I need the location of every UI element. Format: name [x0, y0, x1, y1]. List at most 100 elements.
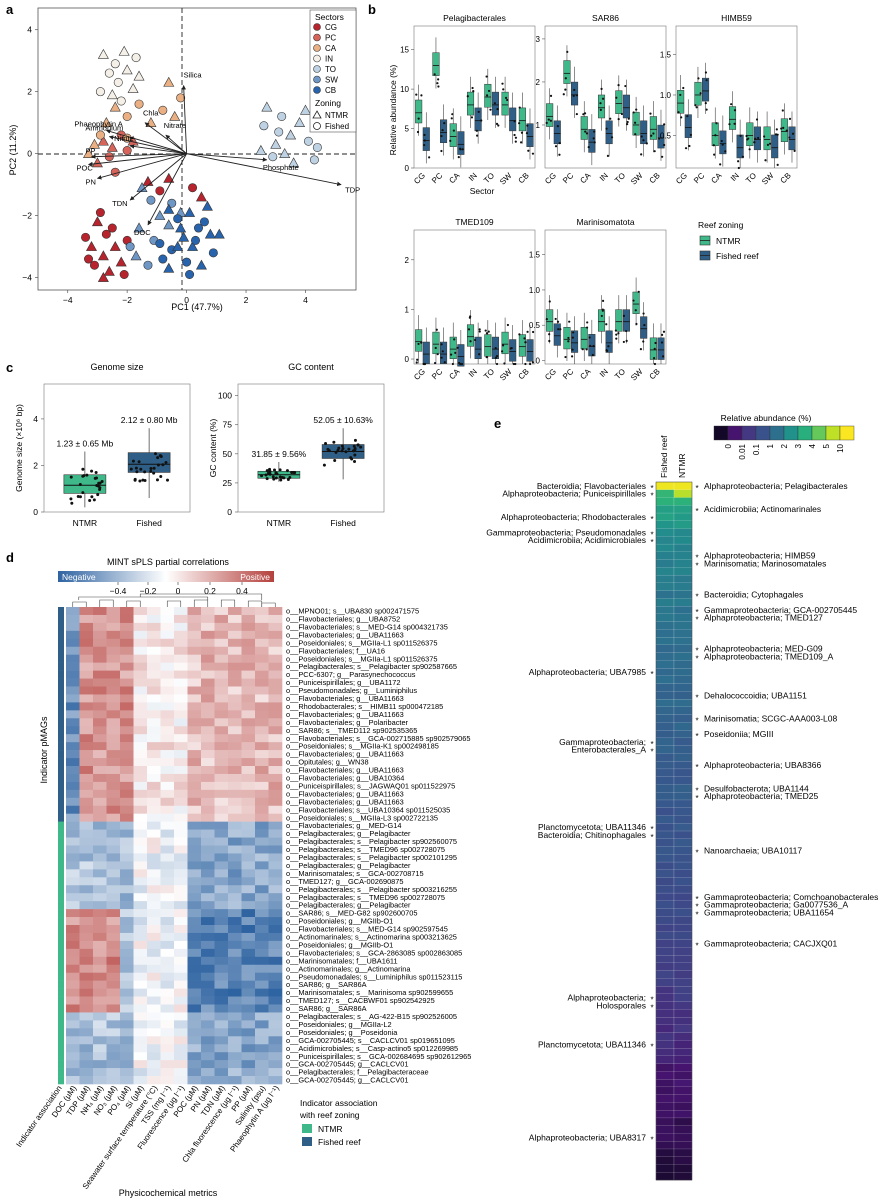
heatmap-cell [673, 838, 693, 847]
row-label: o__MPNO01; s__UBA830 sp002471575 [286, 607, 419, 616]
box-ntmr [449, 123, 457, 147]
xtick-label: CA [709, 171, 724, 186]
heatmap-cell [673, 1032, 693, 1041]
heatmap-cell [79, 781, 94, 791]
heatmap-cell [174, 996, 188, 1005]
heatmap-cell [228, 813, 242, 822]
heatmap-cell [120, 1020, 134, 1029]
data-point [585, 326, 589, 329]
data-point [159, 474, 163, 478]
data-point [593, 141, 596, 144]
heatmap-cell [268, 996, 283, 1005]
star-mark: * [650, 492, 653, 501]
taxon-label-right: Alphaproteobacteria; HIMB59 [704, 551, 816, 561]
heatmap-cell [79, 750, 94, 759]
heatmap-cell [147, 940, 161, 950]
row-label: o__Flavobacteriales; s__MED-G14 sp902597… [286, 925, 448, 934]
data-point [356, 443, 360, 447]
subplot-frame [413, 229, 536, 365]
box-ntmr [415, 329, 423, 352]
star-mark: * [695, 786, 698, 795]
ytick-label: 0.5 [660, 132, 672, 141]
ytick-label: 0 [227, 507, 232, 517]
heatmap-cell [187, 670, 202, 679]
heatmap-cell [160, 877, 175, 886]
heatmap-cell [201, 718, 215, 727]
heatmap-cell [201, 821, 215, 830]
heatmap-cell [120, 718, 134, 727]
data-point [359, 445, 363, 449]
point-to [303, 136, 313, 146]
heatmap-cell [174, 917, 188, 926]
xtick-label: 0 [184, 295, 189, 305]
heatmap-cell [214, 1020, 229, 1029]
data-point [753, 141, 756, 144]
heatmap-cell [241, 742, 256, 751]
subplot-title: Genome size [90, 362, 143, 372]
data-point [606, 349, 609, 352]
data-point [454, 351, 457, 354]
heatmap-cell [147, 734, 161, 743]
panel-e-labels: Bacteroidia; Flavobacteriales *Alphaprote… [486, 481, 878, 1144]
heatmap-cell [187, 940, 202, 950]
heatmap-cell [187, 853, 202, 862]
heatmap-cell [241, 726, 256, 735]
point-in [116, 96, 126, 106]
heatmap-cell [673, 598, 693, 607]
heatmap-cell [147, 646, 161, 655]
data-point [712, 144, 715, 147]
heatmap-cell [655, 854, 675, 863]
indicator-cell [58, 932, 64, 942]
data-point [704, 102, 707, 105]
heatmap-cell [255, 885, 269, 894]
data-point [475, 129, 478, 132]
row-label: o__Pelagibacterales; s__TMED96 sp0027280… [286, 845, 445, 854]
star-mark: * [695, 895, 698, 904]
data-point [694, 104, 697, 107]
heatmap-cell [241, 646, 256, 655]
box-ntmr [563, 60, 571, 84]
data-point [713, 153, 716, 156]
heatmap-cell [214, 622, 229, 632]
data-point [788, 117, 792, 120]
heatmap-cell [133, 805, 148, 814]
heatmap-cell [255, 853, 269, 862]
heatmap-cell [228, 1028, 242, 1037]
heatmap-cell [214, 670, 229, 679]
panel-d-legend-ntmr-swatch [302, 1124, 312, 1133]
heatmap-cell [160, 1076, 175, 1085]
heatmap-cell [673, 776, 693, 785]
heatmap-cell [214, 686, 229, 695]
box-fished [127, 452, 171, 473]
point-cb [191, 235, 201, 245]
data-point [332, 440, 336, 444]
point-cg [91, 216, 103, 227]
heatmap-cell [241, 861, 256, 870]
data-point [695, 106, 698, 109]
data-point [416, 358, 419, 361]
legend-sector-marker [313, 86, 321, 94]
taxon-label-right: Alphaproteobacteria; MED-G09 [704, 644, 823, 654]
heatmap-cell [201, 694, 215, 703]
heatmap-cell [673, 1094, 693, 1103]
heatmap-cell [214, 885, 229, 894]
row-label: o__Pelagibacterales; g__Pelagibacter [286, 901, 411, 910]
heatmap-cell [106, 877, 121, 886]
heatmap-cell [655, 761, 675, 770]
data-point [774, 133, 778, 136]
data-point [699, 92, 702, 95]
heatmap-cell [187, 1028, 202, 1037]
heatmap-cell [79, 925, 94, 934]
heatmap-cell [255, 1044, 269, 1053]
scale-tick-label: 0.1 [752, 443, 761, 455]
heatmap-cell [268, 853, 283, 862]
heatmap-cell [147, 622, 161, 632]
heatmap-cell [673, 807, 693, 816]
heatmap-cell [201, 726, 215, 735]
heatmap-cell [106, 734, 121, 743]
heatmap-cell [147, 670, 161, 679]
heatmap-cell [160, 622, 175, 632]
taxon-label-right: Alphaproteobacteria; TMED127 [704, 613, 823, 623]
heatmap-cell [66, 988, 80, 997]
heatmap-cell [160, 1028, 175, 1037]
